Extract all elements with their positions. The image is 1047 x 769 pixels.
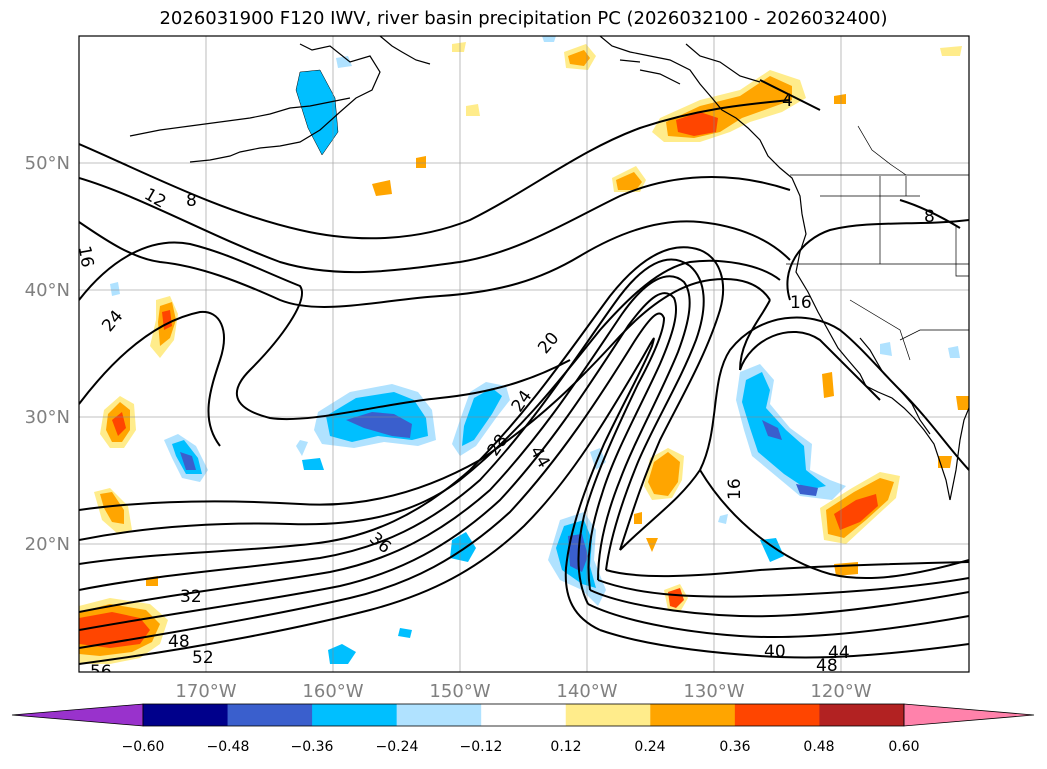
coast-bc: [795, 213, 951, 501]
colorbar-tick: 0.12: [550, 739, 581, 755]
contour-12: [79, 176, 791, 274]
lat-label: 30°N: [25, 407, 70, 428]
contour-label: 40: [764, 642, 786, 662]
contour-24-west: [79, 241, 571, 421]
lon-label: 170°W: [175, 681, 236, 702]
colorbar-segment: [481, 704, 567, 726]
colorbar-tick: −0.24: [376, 739, 419, 755]
contour-label: 4: [782, 91, 793, 111]
latitude-labels: 50°N 40°N 30°N 20°N: [25, 153, 70, 555]
colorbar-tick: −0.48: [207, 739, 250, 755]
contour-label: 8: [924, 207, 935, 227]
contour-label: 44: [828, 643, 850, 663]
colorbar-segment: [734, 704, 820, 726]
contour-label: 16: [790, 293, 812, 313]
colorbar: [11, 703, 1035, 727]
contour-4: [759, 79, 821, 111]
lon-label: 120°W: [810, 681, 871, 702]
colorbar-segment: [312, 704, 398, 726]
colorbar-extend-low: [11, 703, 144, 727]
coast-alaska-north: [379, 36, 431, 65]
lat-label: 40°N: [25, 280, 70, 301]
lon-label: 150°W: [429, 681, 490, 702]
gridlines: [79, 36, 969, 672]
political-borders: [786, 125, 969, 361]
contour-20: [79, 278, 771, 511]
lat-label: 20°N: [25, 534, 70, 555]
colorbar-segment: [396, 704, 482, 726]
contour-label: 8: [186, 191, 197, 211]
colorbar-tick: 0.24: [634, 739, 665, 755]
longitude-labels: 170°W 160°W 150°W 140°W 130°W 120°W: [175, 681, 871, 702]
contour-label: 52: [192, 648, 214, 668]
contour-label: 16: [74, 244, 97, 269]
colorbar-tick: 0.36: [719, 739, 750, 755]
contour-label: 48: [816, 656, 838, 676]
contour-16-west: [79, 220, 791, 308]
colorbar-segment: [650, 704, 736, 726]
colorbar-tick: −0.36: [291, 739, 334, 755]
coastlines: [129, 36, 969, 501]
iwv-contours: [79, 79, 969, 665]
map-title: 2026031900 F120 IWV, river basin precipi…: [159, 8, 888, 29]
map-area: [79, 36, 969, 672]
lon-label: 130°W: [683, 681, 744, 702]
precip-shading: [79, 36, 969, 664]
colorbar-tick: −0.60: [122, 739, 165, 755]
coast-alaska-gulf: [599, 36, 803, 215]
colorbar-segment: [143, 704, 229, 726]
contour-label: 16: [725, 478, 745, 500]
colorbar-segment: [819, 704, 905, 726]
contour-label: 48: [168, 632, 190, 652]
coast-mexico-west: [949, 407, 969, 501]
colorbar-tick: 0.48: [803, 739, 834, 755]
colorbar-tick: 0.60: [888, 739, 919, 755]
neg-blob-alaska: [295, 69, 339, 156]
lon-label: 160°W: [302, 681, 363, 702]
colorbar-extend-high: [903, 703, 1035, 727]
colorbar-ticks: −0.60 −0.48 −0.36 −0.24 −0.12 0.12 0.24 …: [122, 739, 920, 755]
colorbar-outline: [142, 703, 905, 727]
contour-8-east: [899, 199, 961, 229]
coast-alaska-west: [189, 43, 381, 163]
colorbar-segment: [227, 704, 313, 726]
map-border: [78, 35, 970, 673]
contour-16-east: [619, 316, 969, 551]
colorbar-tick: −0.12: [460, 739, 503, 755]
contour-label: 56: [90, 662, 112, 682]
contour-label: 32: [180, 587, 202, 607]
lat-label: 50°N: [25, 153, 70, 174]
colorbar-segment: [565, 704, 651, 726]
lon-label: 140°W: [556, 681, 617, 702]
contour-8: [79, 99, 791, 240]
